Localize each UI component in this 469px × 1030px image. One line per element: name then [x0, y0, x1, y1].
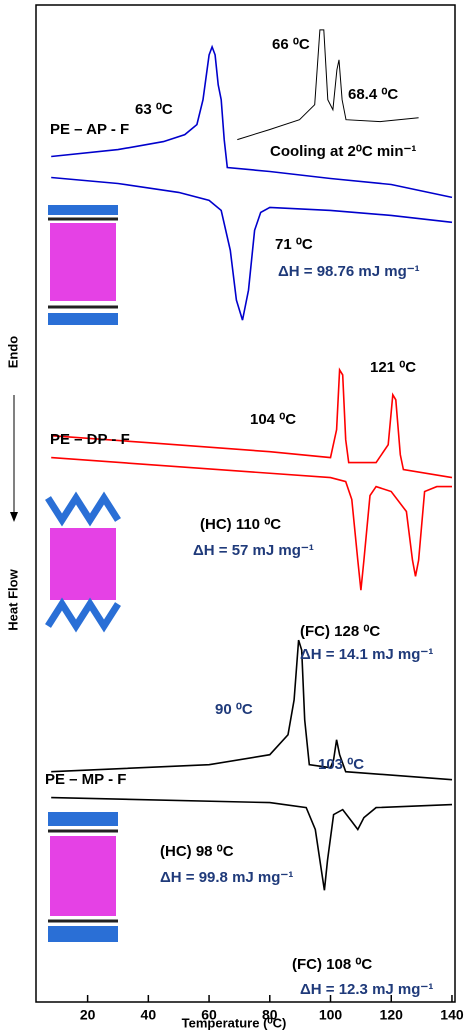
annotation: ΔH = 14.1 mJ mg⁻¹: [300, 646, 433, 663]
dsc-curve: [237, 29, 419, 141]
annotation: (FC) 108 ⁰C: [292, 956, 372, 973]
dsc-curve: [51, 639, 453, 781]
annotation: Cooling at 2⁰C min⁻¹: [270, 143, 416, 160]
x-tick-label: 120: [380, 1007, 404, 1023]
molecule-icons: [45, 205, 121, 942]
annotation: (FC) 128 ⁰C: [300, 623, 380, 640]
dsc-curve: [51, 796, 453, 891]
sample-label: PE – AP - F: [50, 121, 129, 138]
endo-arrow: [10, 395, 18, 522]
x-tick-label: 140: [440, 1007, 464, 1023]
x-tick-label: 80: [262, 1007, 278, 1023]
annotation: ΔH = 99.8 mJ mg⁻¹: [160, 869, 293, 886]
dsc-curve: [51, 176, 453, 321]
annotation: ΔH = 12.3 mJ mg⁻¹: [300, 981, 433, 998]
annotation: 68.4 ⁰C: [348, 86, 398, 103]
annotation: (HC) 98 ⁰C: [160, 843, 234, 860]
annotation: (HC) 110 ⁰C: [200, 516, 281, 533]
x-tick-label: 100: [319, 1007, 343, 1023]
x-axis-label: Temperature (⁰C): [182, 1015, 287, 1030]
annotation: 71 ⁰C: [275, 236, 313, 253]
dsc-curve: [51, 44, 453, 199]
y-axis-label: Heat Flow: [5, 568, 20, 630]
x-tick-label: 40: [141, 1007, 157, 1023]
annotation: 66 ⁰C: [272, 36, 310, 53]
dsc-curve: [51, 456, 452, 591]
x-tick-label: 60: [201, 1007, 217, 1023]
plot-frame: [35, 4, 456, 1003]
annotation: ΔH = 98.76 mJ mg⁻¹: [278, 263, 420, 280]
annotation: 103 ⁰C: [318, 756, 364, 773]
annotation: 63 ⁰C: [135, 101, 173, 118]
x-tick-label: 20: [80, 1007, 96, 1023]
dsc-curve: [51, 367, 453, 479]
annotation: ΔH = 57 mJ mg⁻¹: [193, 542, 314, 559]
annotation: 90 ⁰C: [215, 701, 253, 718]
sample-label: PE – DP - F: [50, 431, 130, 448]
annotation: 121 ⁰C: [370, 359, 416, 376]
sample-label: PE – MP - F: [45, 771, 126, 788]
annotation: 104 ⁰C: [250, 411, 296, 428]
y-direction-label: Endo: [5, 336, 20, 369]
